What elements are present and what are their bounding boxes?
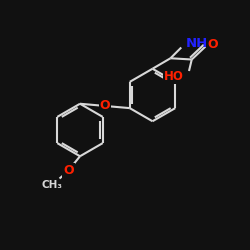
Text: O: O: [64, 164, 74, 176]
Text: O: O: [100, 100, 110, 112]
Text: NH₂: NH₂: [186, 37, 214, 50]
Text: HO: HO: [164, 70, 184, 83]
Text: O: O: [208, 38, 218, 52]
Text: CH₃: CH₃: [42, 180, 62, 190]
